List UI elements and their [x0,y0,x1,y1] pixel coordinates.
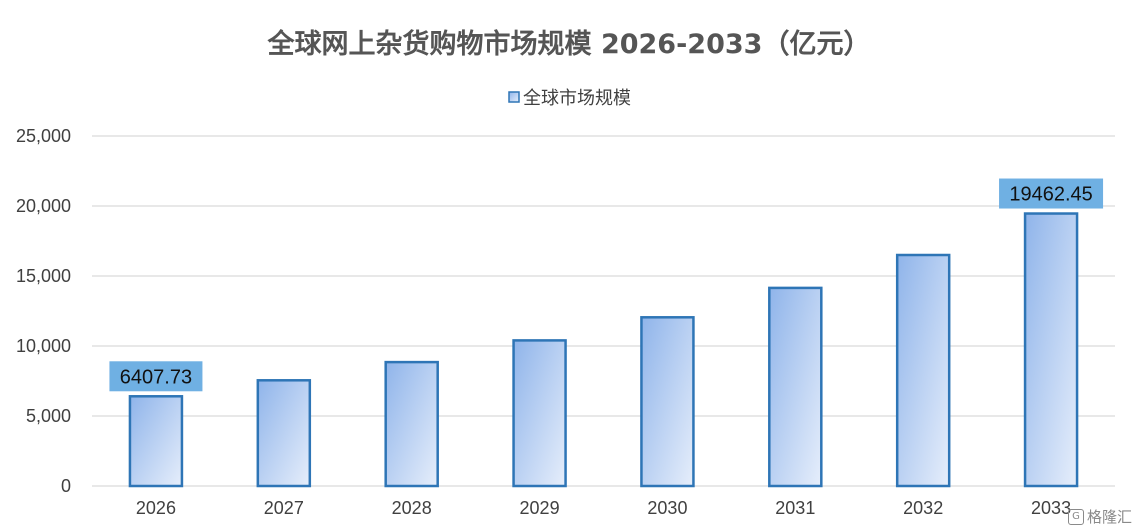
bar-2033 [1023,212,1079,488]
bar-2028 [384,360,439,488]
y-tick-label: 5,000 [26,406,71,426]
data-label: 6407.73 [120,366,192,388]
x-tick-label: 2030 [647,498,687,518]
watermark: G 格隆汇 [1067,506,1132,527]
legend-swatch [508,91,520,103]
legend-label: 全球市场规模 [523,88,631,109]
x-tick-label: 2027 [264,498,304,518]
x-tick-label: 2028 [392,498,432,518]
legend: 全球市场规模 [508,88,631,109]
bar-2027 [256,379,312,488]
data-labels: 6407.73 19462.45 [109,178,1104,392]
bars [128,212,1079,488]
x-tick-label: 2032 [903,498,943,518]
glh-logo-icon: G [1067,508,1084,525]
y-tick-label: 15,000 [16,266,71,286]
x-tick-label: 2033 [1031,498,1071,518]
gridlines [92,135,1115,487]
bar-2026 [128,395,184,488]
data-label-box [999,178,1104,209]
y-tick-label: 25,000 [16,126,71,146]
bar-2030 [640,316,695,488]
chart-title: 全球网上杂货购物市场规模 2026-2033（亿元） [267,28,871,60]
data-label: 19462.45 [1009,184,1092,206]
x-tick-label: 2029 [520,498,560,518]
y-axis: 0 5,000 10,000 15,000 20,000 25,000 [16,126,71,496]
y-tick-label: 10,000 [16,336,71,356]
watermark-text: 格隆汇 [1086,508,1132,526]
x-tick-label: 2026 [136,498,176,518]
bar-2032 [895,253,951,488]
bar-2029 [512,339,567,488]
x-tick-label: 2031 [775,498,815,518]
bar-2031 [768,286,823,488]
data-label-box [109,361,203,392]
y-tick-label: 20,000 [16,196,71,216]
x-axis: 2026 2027 2028 2029 2030 2031 2032 2033 [136,498,1071,518]
y-tick-label: 0 [61,476,71,496]
